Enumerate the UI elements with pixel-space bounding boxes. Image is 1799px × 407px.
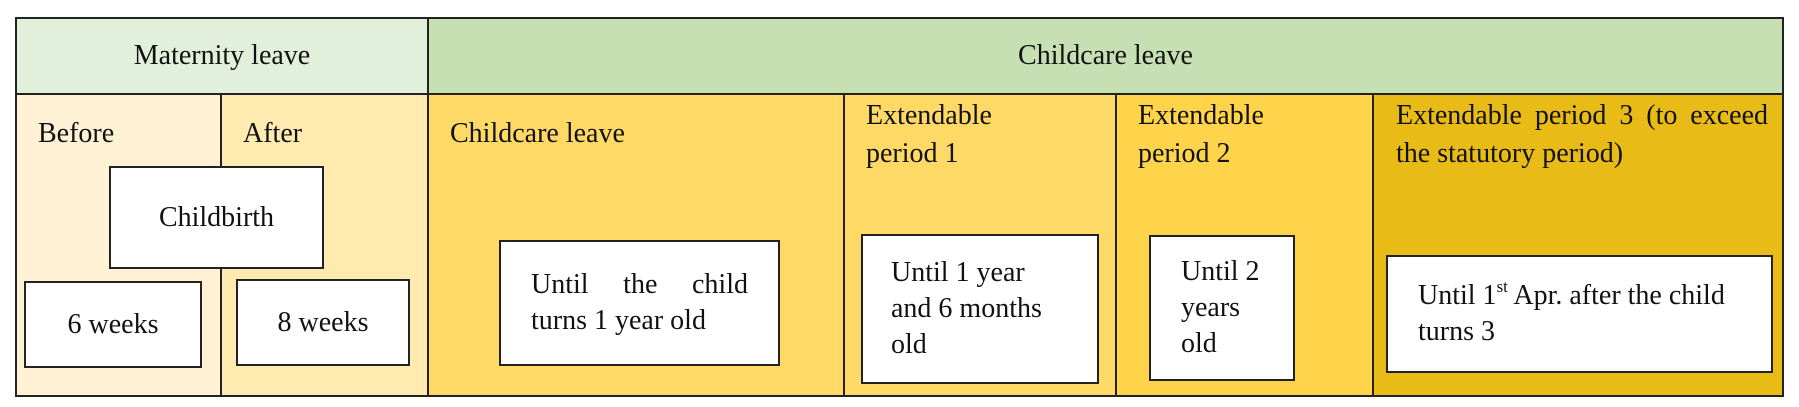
- childcare-header: Childcare leave: [427, 17, 1784, 95]
- period-title: Childcare leave: [450, 118, 625, 149]
- box-text: 6 weeks: [67, 308, 159, 340]
- superscript: st: [1496, 277, 1508, 296]
- box-text: Until 1st Apr. after the child turns 3: [1418, 278, 1741, 350]
- weeks-box: 6 weeks: [24, 281, 202, 368]
- childbirth-box: Childbirth: [109, 166, 324, 269]
- header-text: Childcare leave: [1018, 40, 1193, 71]
- until-box: Until 1st Apr. after the child turns 3: [1386, 255, 1773, 373]
- box-text: Until the child turns 1 year old: [531, 269, 748, 336]
- until-box: Until 2 years old: [1149, 235, 1295, 381]
- weeks-box: 8 weeks: [236, 279, 410, 366]
- box-text: Childbirth: [158, 201, 275, 233]
- box-text: Until 2 years old: [1181, 256, 1260, 359]
- after-label: After: [243, 118, 303, 149]
- maternity-header: Maternity leave: [15, 17, 429, 95]
- before-label: Before: [38, 118, 115, 149]
- box-text: 8 weeks: [277, 306, 369, 338]
- text-part: Apr. after the child turns 3: [1418, 280, 1725, 347]
- period-title: Extendable period 1: [866, 100, 992, 169]
- until-box: Until the child turns 1 year old: [499, 240, 780, 366]
- period-title: Extendable period 2: [1138, 100, 1264, 169]
- text-part: Until 1: [1418, 280, 1497, 311]
- until-box: Until 1 year and 6 months old: [861, 234, 1099, 384]
- header-text: Maternity leave: [133, 40, 311, 71]
- box-text: Until 1 year and 6 months old: [891, 257, 1042, 360]
- period-title: Extendable period 3 (to exceed the statu…: [1396, 100, 1768, 169]
